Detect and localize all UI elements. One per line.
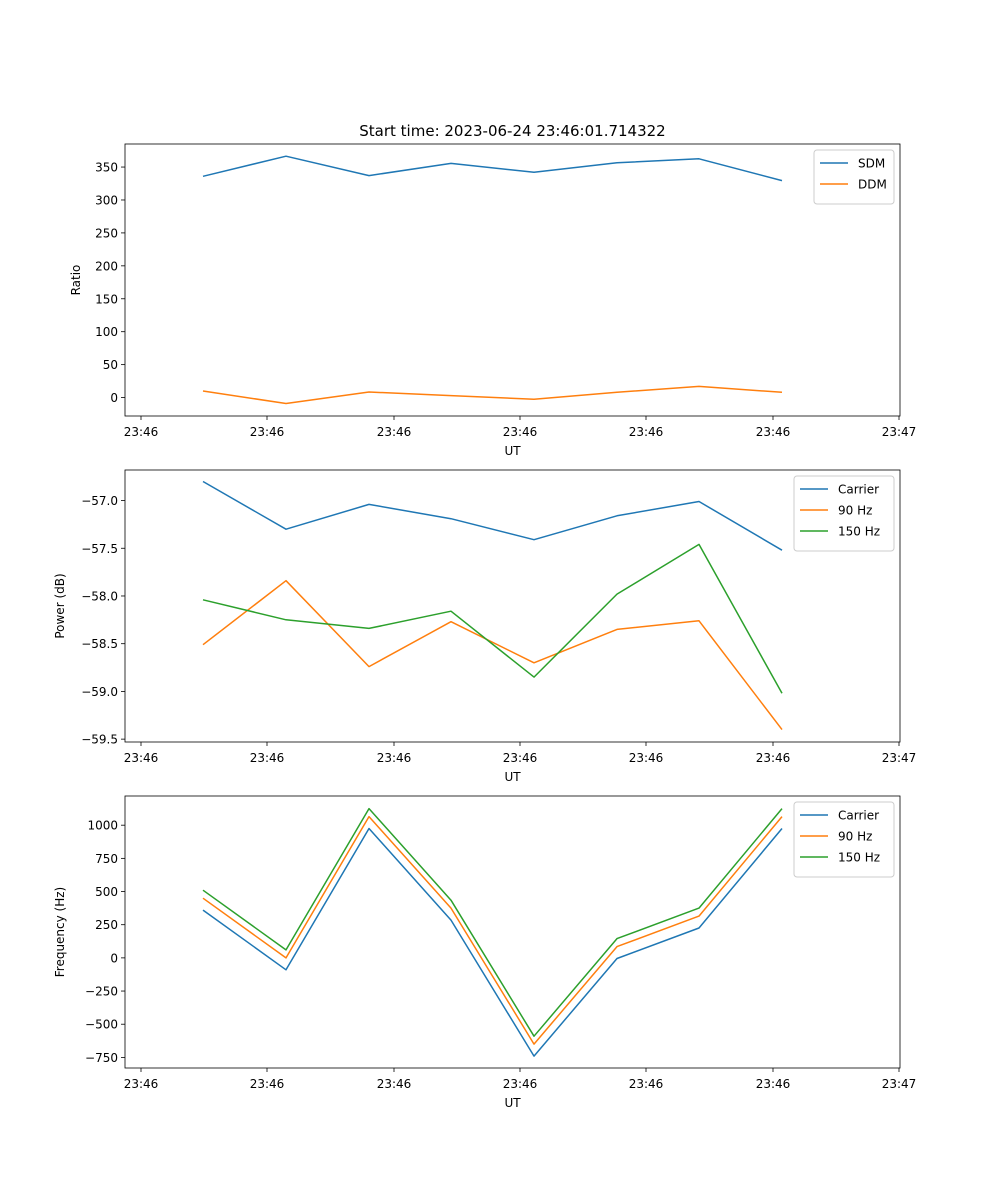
y-tick-label: 250 xyxy=(95,226,118,240)
legend: SDM DDM xyxy=(813,149,895,205)
legend-label: SDM xyxy=(858,157,885,171)
series-line-150-hz xyxy=(202,807,783,1037)
x-tick-label: 23:46 xyxy=(377,425,412,439)
y-tick-label: −57.0 xyxy=(81,494,118,508)
y-axis-label: Frequency (Hz) xyxy=(53,887,67,978)
x-tick-label: 23:46 xyxy=(629,425,664,439)
x-tick-label: 23:46 xyxy=(503,1077,538,1091)
legend-label: 150 Hz xyxy=(838,851,880,865)
y-tick-label: −750 xyxy=(85,1051,118,1065)
power-panel: 23:46 23:46 23:46 23:46 23:46 23:46 23:47 −57.0… xyxy=(53,469,917,784)
x-tick-label: 23:46 xyxy=(377,751,412,765)
legend-box xyxy=(793,475,895,552)
x-tick-label: 23:46 xyxy=(756,1077,791,1091)
x-tick-label: 23:47 xyxy=(882,425,917,439)
x-tick-label: 23:46 xyxy=(629,751,664,765)
axes-frame xyxy=(124,469,901,743)
series-line-90-hz xyxy=(202,579,783,731)
series-line-carrier xyxy=(202,827,783,1057)
series-line-sdm xyxy=(202,155,783,182)
legend-label: Carrier xyxy=(838,809,879,823)
legend-label: 90 Hz xyxy=(838,504,872,518)
x-tick-label: 23:46 xyxy=(124,751,159,765)
y-tick-label: 0 xyxy=(110,951,118,965)
figure-title: Start time: 2023-06-24 23:46:01.714322 xyxy=(359,122,665,140)
series-line-ddm xyxy=(202,385,783,405)
legend-label: 90 Hz xyxy=(838,830,872,844)
x-axis-label: UT xyxy=(504,1096,521,1110)
x-tick-label: 23:46 xyxy=(124,425,159,439)
x-tick-label: 23:47 xyxy=(882,751,917,765)
y-tick-label: 500 xyxy=(95,885,118,899)
x-tick-label: 23:46 xyxy=(503,751,538,765)
axes-frame xyxy=(124,795,901,1069)
y-tick-label: −58.5 xyxy=(81,637,118,651)
y-tick-label: 1000 xyxy=(87,819,118,833)
x-tick-label: 23:46 xyxy=(756,425,791,439)
x-tick-label: 23:46 xyxy=(629,1077,664,1091)
legend-label: DDM xyxy=(858,178,887,192)
y-tick-label: −59.0 xyxy=(81,685,118,699)
y-axis-label: Power (dB) xyxy=(53,573,67,638)
legend: Carrier 90 Hz 150 Hz xyxy=(793,475,895,552)
x-tick-label: 23:46 xyxy=(250,1077,285,1091)
frequency-panel: 23:46 23:46 23:46 23:46 23:46 23:46 23:47 −750 −… xyxy=(53,795,917,1110)
x-tick-label: 23:46 xyxy=(250,425,285,439)
y-tick-label: 150 xyxy=(95,292,118,306)
x-axis-label: UT xyxy=(504,444,521,458)
y-axis-label: Ratio xyxy=(69,265,83,296)
legend-box xyxy=(793,801,895,878)
x-tick-label: 23:47 xyxy=(882,1077,917,1091)
y-tick-label: −57.5 xyxy=(81,542,118,556)
y-tick-label: 100 xyxy=(95,325,118,339)
y-tick-label: 250 xyxy=(95,918,118,932)
series-line-150-hz xyxy=(202,543,783,694)
y-tick-label: 350 xyxy=(95,161,118,175)
legend: Carrier 90 Hz 150 Hz xyxy=(793,801,895,878)
y-tick-label: 300 xyxy=(95,193,118,207)
axes-frame xyxy=(124,143,901,417)
series-line-carrier xyxy=(202,480,783,551)
series-line-90-hz xyxy=(202,815,783,1045)
legend-label: 150 Hz xyxy=(838,525,880,539)
x-tick-label: 23:46 xyxy=(503,425,538,439)
y-tick-label: −58.0 xyxy=(81,589,118,603)
x-tick-label: 23:46 xyxy=(250,751,285,765)
y-tick-label: −59.5 xyxy=(81,733,118,747)
legend-label: Carrier xyxy=(838,483,879,497)
y-tick-label: 50 xyxy=(103,358,118,372)
y-tick-label: 750 xyxy=(95,852,118,866)
x-axis-label: UT xyxy=(504,770,521,784)
y-tick-label: 0 xyxy=(110,391,118,405)
y-tick-label: −500 xyxy=(85,1018,118,1032)
y-tick-label: −250 xyxy=(85,985,118,999)
x-tick-label: 23:46 xyxy=(377,1077,412,1091)
y-tick-label: 200 xyxy=(95,259,118,273)
x-tick-label: 23:46 xyxy=(124,1077,159,1091)
x-tick-label: 23:46 xyxy=(756,751,791,765)
ratio-panel: 23:46 23:46 23:46 23:46 23:46 23:46 23:47 0 50 10… xyxy=(69,143,917,458)
